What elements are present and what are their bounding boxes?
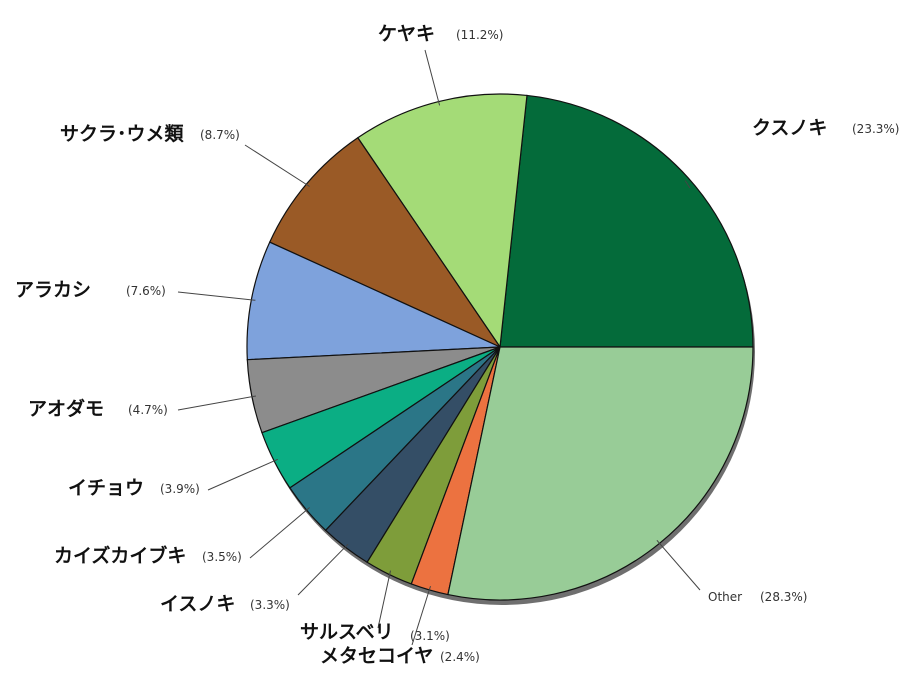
leader-line — [424, 49, 441, 106]
slice-percent-label: (3.9%) — [160, 482, 200, 496]
leader-line — [297, 543, 349, 596]
slice-name-label: サクラ･ウメ類 — [60, 123, 185, 145]
slice-percent-label: (23.3%) — [852, 122, 899, 136]
slice-percent-label: (28.3%) — [760, 590, 807, 604]
pie-slice — [268, 136, 502, 349]
slice-percent-label: (7.6%) — [126, 284, 166, 298]
leader-line — [377, 570, 391, 629]
slice-name-label: メタセコイヤ — [320, 645, 433, 667]
leader-line — [249, 507, 310, 559]
pie-slices — [246, 93, 755, 605]
leader-line — [411, 585, 431, 646]
slice-name-label: イスノキ — [160, 593, 235, 615]
leader-line — [177, 395, 256, 411]
slice-name-label: Other — [708, 590, 742, 604]
slice-name-label: アラカシ — [15, 279, 91, 301]
leader-line — [207, 458, 279, 491]
slice-percent-label: (4.7%) — [128, 403, 168, 417]
leader-line — [244, 144, 310, 187]
pie-slice — [499, 94, 754, 348]
slice-percent-label: (2.4%) — [440, 650, 480, 664]
slice-percent-label: (8.7%) — [200, 128, 240, 142]
leader-line — [656, 539, 701, 591]
leader-line — [684, 180, 691, 189]
slice-name-label: カイズカイブキ — [54, 544, 186, 567]
leader-line — [177, 291, 256, 301]
slice-percent-label: (11.2%) — [456, 28, 503, 42]
slice-name-label: イチョウ — [68, 477, 144, 499]
slice-percent-label: (3.3%) — [250, 598, 290, 612]
leader-lines — [177, 49, 701, 646]
slice-percent-label: (3.1%) — [410, 629, 450, 643]
pie-slice — [447, 346, 754, 601]
slice-name-label: アオダモ — [28, 397, 104, 420]
slice-name-label: クスノキ — [752, 117, 827, 139]
slice-percent-label: (3.5%) — [202, 550, 242, 564]
slice-labels: クスノキ (23.3%) ケヤキ (11.2%) サクラ･ウメ類 (8.7%) アラカシ (7… — [15, 23, 899, 667]
slice-name-label: ケヤキ — [378, 23, 435, 45]
slice-name-label: サルスベリ — [300, 621, 394, 643]
